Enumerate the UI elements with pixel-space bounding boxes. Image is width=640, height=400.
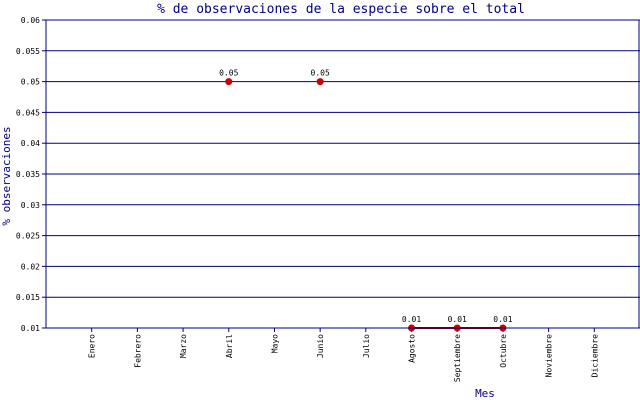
x-axis-ticks: Enero Febrero Marzo Abril Mayo Junio Julio Agos… [88, 328, 599, 382]
y-tick-label: 0.025 [16, 232, 40, 241]
x-tick-label: Marzo [179, 334, 188, 358]
y-tick-label: 0.02 [21, 262, 40, 271]
y-tick-label: 0.06 [21, 16, 40, 25]
data-label: 0.05 [219, 69, 238, 78]
y-axis-ticks: 0.01 0.015 0.02 0.025 0.03 0.035 0.04 0.045 0.05… [16, 16, 46, 333]
y-tick-label: 0.035 [16, 170, 40, 179]
plot-area [45, 19, 640, 329]
y-axis-label: % observaciones [0, 126, 13, 225]
y-tick-label: 0.03 [21, 201, 40, 210]
x-tick-label: Julio [362, 334, 371, 358]
y-tick-label: 0.045 [16, 108, 40, 117]
x-tick-label: Septiembre [453, 334, 462, 382]
gridlines [46, 19, 640, 329]
data-label: 0.05 [311, 69, 330, 78]
x-tick-label: Agosto [408, 334, 417, 363]
y-tick-label: 0.01 [21, 324, 40, 333]
y-tick-label: 0.05 [21, 78, 40, 87]
series-points: 0.05 0.05 0.01 0.01 0.01 [219, 69, 513, 332]
x-axis-label: Mes [475, 387, 495, 400]
y-tick-label: 0.04 [21, 139, 40, 148]
x-tick-label: Abril [225, 334, 234, 358]
y-tick-label: 0.015 [16, 293, 40, 302]
x-tick-label: Diciembre [590, 334, 599, 378]
x-tick-label: Junio [316, 334, 325, 358]
x-tick-label: Febrero [133, 334, 142, 368]
data-label: 0.01 [493, 315, 512, 324]
data-label: 0.01 [402, 315, 421, 324]
data-label: 0.01 [448, 315, 467, 324]
x-tick-label: Enero [88, 334, 97, 358]
y-tick-label: 0.055 [16, 47, 40, 56]
data-point [225, 78, 233, 86]
x-tick-label: Octubre [499, 334, 508, 368]
x-tick-label: Noviembre [545, 334, 554, 378]
x-tick-label: Mayo [270, 334, 279, 353]
data-point [316, 78, 324, 86]
chart-title: % de observaciones de la especie sobre e… [157, 2, 525, 17]
